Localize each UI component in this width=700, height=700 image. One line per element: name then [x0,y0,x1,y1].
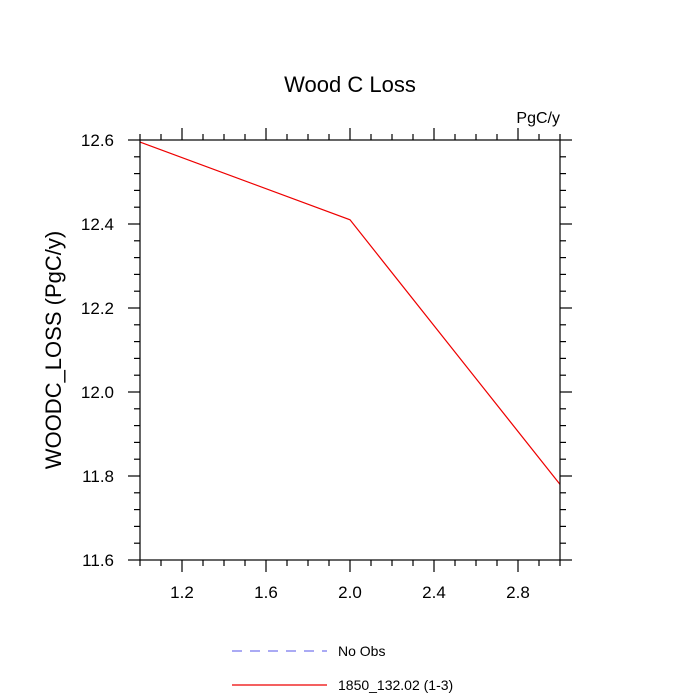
legend: No Obs 1850_132.02 (1-3) [232,643,453,693]
y-tick-label: 12.0 [81,383,114,402]
chart-title: Wood C Loss [284,72,416,97]
x-tick-label: 2.0 [338,583,362,602]
x-tick-label: 2.4 [422,583,446,602]
axis-ticks [128,128,572,572]
plot-frame [139,139,561,561]
legend-label: 1850_132.02 (1-3) [338,677,453,693]
y-axis-label: WOODC_LOSS (PgC/y) [41,231,66,469]
y-tick-label: 11.6 [82,551,114,570]
units-label: PgC/y [516,110,560,127]
x-tick-label: 2.8 [506,583,530,602]
tick-labels: 1.2 1.6 2.0 2.4 2.8 11.6 11.8 12.0 12.2 12.4 12.6 [81,131,530,602]
plot-series [139,141,561,485]
y-tick-label: 12.6 [81,131,114,150]
y-tick-label: 11.8 [82,467,114,486]
legend-label: No Obs [338,643,385,659]
y-tick-label: 12.2 [81,299,114,318]
x-tick-label: 1.6 [254,583,278,602]
y-tick-label: 12.4 [81,215,114,234]
series-line [139,141,561,485]
x-tick-label: 1.2 [170,583,194,602]
